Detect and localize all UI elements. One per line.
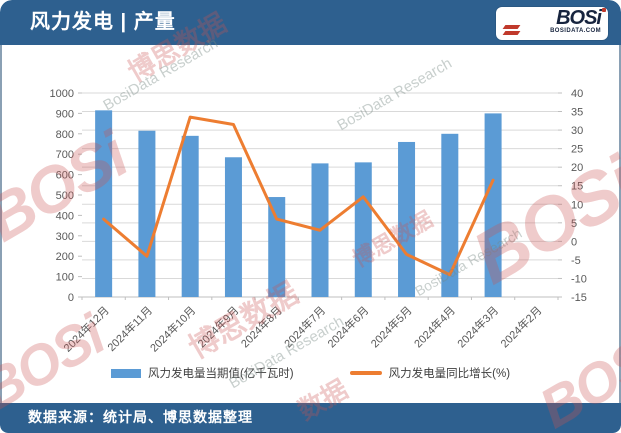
x-label: 2024年3月 bbox=[454, 303, 501, 350]
x-label: 2024年10月 bbox=[147, 303, 198, 354]
right-axis-label: -10 bbox=[571, 273, 587, 285]
bar-2024年8月 bbox=[268, 197, 286, 297]
legend-item-bar: 风力发电量当期值(亿千瓦时) bbox=[110, 365, 294, 381]
logo-wordmark: BOSi bbox=[556, 7, 602, 29]
x-label: 2024年12月 bbox=[60, 303, 111, 354]
right-axis-label: 35 bbox=[571, 107, 583, 119]
left-axis-label: 700 bbox=[56, 149, 74, 161]
legend-line-label: 风力发电量同比增长(%) bbox=[388, 368, 511, 380]
x-label: 2024年7月 bbox=[281, 303, 328, 350]
bar-2024年12月 bbox=[95, 110, 113, 297]
bar-2024年5月 bbox=[398, 141, 416, 297]
footer-bar: 数据来源：统计局、博思数据整理 bbox=[0, 403, 621, 433]
header-bar: 风力发电 | 产量 BOSi BOSIDATA.COM bbox=[0, 0, 621, 45]
legend-line-swatch bbox=[349, 371, 382, 375]
logo-domain-text: BOSIDATA.COM bbox=[550, 28, 601, 34]
chart-legend: 风力发电量当期值(亿千瓦时) 风力发电量同比增长(%) bbox=[2, 365, 619, 381]
logo-stripes-icon bbox=[502, 23, 521, 35]
logo-dot-accent bbox=[602, 8, 606, 12]
left-axis-label: 900 bbox=[56, 108, 74, 120]
left-axis-label: 0 bbox=[68, 292, 74, 304]
chart-area: 0 100 200 300 400 500 600 700 800 900 1000 -15 -10 -5… bbox=[0, 45, 621, 403]
x-label: 2024年2月 bbox=[497, 303, 544, 350]
right-axis-label: 10 bbox=[571, 199, 583, 211]
legend-item-line: 风力发电量同比增长(%) bbox=[349, 365, 511, 381]
growth-line bbox=[102, 115, 495, 277]
bosi-logo: BOSi BOSIDATA.COM bbox=[496, 7, 608, 40]
bar-2024年6月 bbox=[354, 162, 372, 297]
x-label: 2024年4月 bbox=[411, 303, 458, 350]
legend-bar-label: 风力发电量当期值(亿千瓦时) bbox=[147, 368, 294, 380]
chart-svg: 01002003004005006007008009001000-15-10-5… bbox=[50, 88, 587, 355]
left-axis-label: 200 bbox=[56, 251, 74, 263]
page-title: 风力发电 | 产量 bbox=[30, 11, 176, 33]
right-axis-label: 20 bbox=[571, 162, 583, 174]
bar-2024年3月 bbox=[484, 113, 502, 298]
left-axis-label: 300 bbox=[56, 231, 74, 243]
bar-2024年9月 bbox=[224, 157, 242, 297]
right-axis-label: 40 bbox=[571, 88, 583, 100]
left-axis-label: 800 bbox=[56, 129, 74, 141]
right-axis-label: 15 bbox=[571, 181, 583, 193]
left-axis-label: 500 bbox=[56, 190, 74, 202]
left-axis-label: 1000 bbox=[50, 88, 74, 100]
left-axis-label: 400 bbox=[56, 210, 74, 222]
bar-2024年11月 bbox=[138, 130, 156, 297]
right-axis-label: 30 bbox=[571, 125, 583, 137]
legend-bar-swatch bbox=[110, 368, 141, 378]
left-axis-label: 100 bbox=[56, 272, 74, 284]
right-axis-label: -5 bbox=[571, 255, 581, 267]
data-source-text: 数据来源：统计局、博思数据整理 bbox=[28, 409, 253, 425]
x-label: 2024年6月 bbox=[324, 303, 371, 350]
right-axis-label: 0 bbox=[571, 236, 577, 248]
right-axis-label: 5 bbox=[571, 218, 577, 230]
right-axis-label: 25 bbox=[571, 144, 583, 156]
x-label: 2024年9月 bbox=[194, 303, 241, 350]
bar-2024年4月 bbox=[441, 133, 459, 297]
x-label: 2024年8月 bbox=[238, 303, 285, 350]
right-axis-label: -15 bbox=[571, 292, 587, 304]
bar-2024年10月 bbox=[181, 135, 199, 297]
left-axis-label: 600 bbox=[56, 170, 74, 182]
x-label: 2024年5月 bbox=[368, 303, 415, 350]
